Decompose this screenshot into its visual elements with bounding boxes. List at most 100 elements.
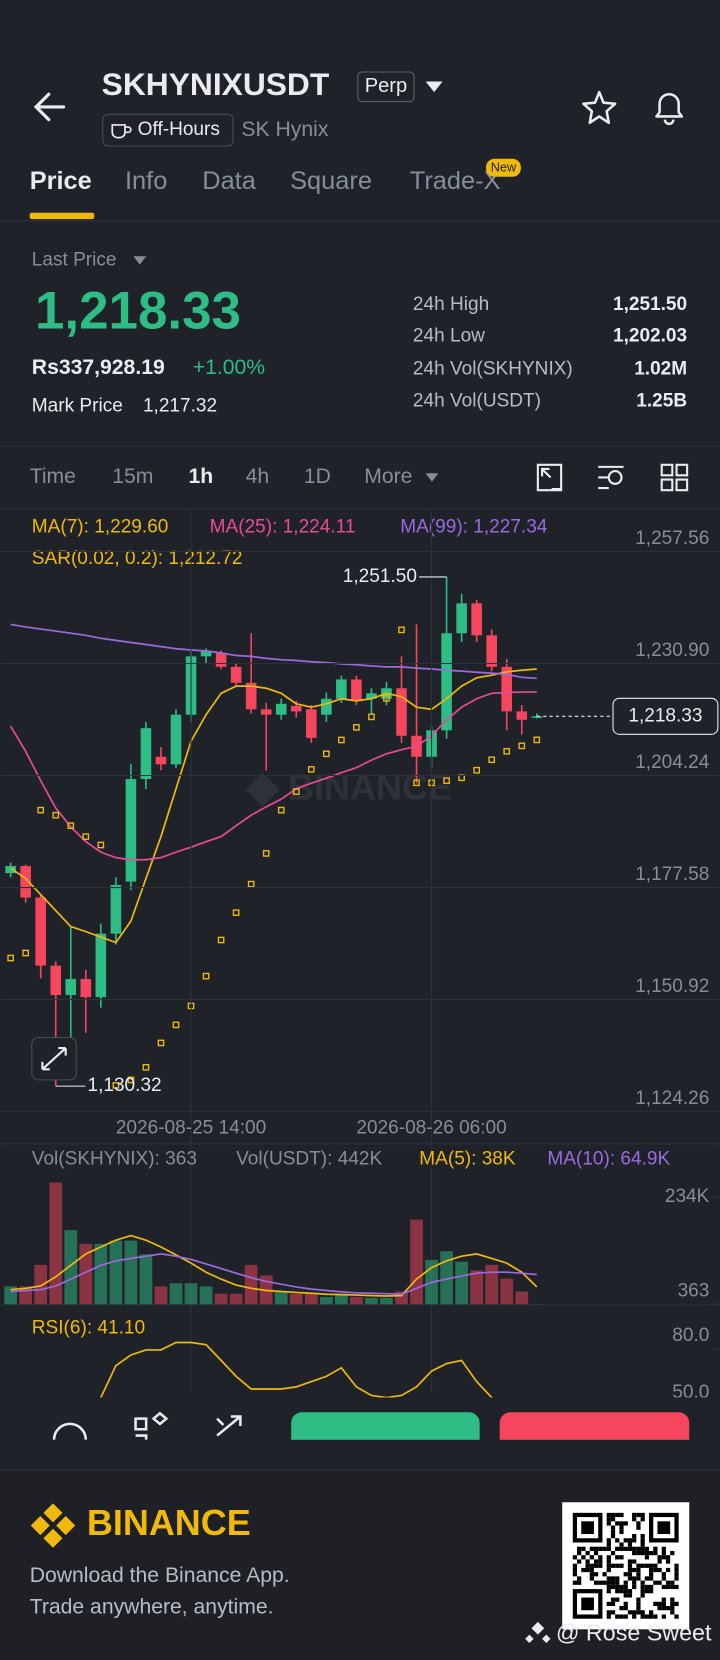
qr-module bbox=[581, 1555, 586, 1560]
interval[interactable]: 1D bbox=[304, 465, 331, 488]
qr-module bbox=[585, 1567, 590, 1573]
volume-bar bbox=[94, 1243, 108, 1305]
alert-button[interactable] bbox=[655, 92, 684, 126]
qr-module bbox=[619, 1525, 624, 1530]
tab[interactable]: Square bbox=[290, 167, 372, 195]
logo-mark bbox=[30, 1503, 76, 1548]
qr-module bbox=[653, 1563, 658, 1568]
more-button[interactable] bbox=[134, 1411, 169, 1440]
y-tick-label: 1,124.26 bbox=[635, 1088, 709, 1109]
qr-module bbox=[610, 1525, 616, 1530]
chat-button[interactable] bbox=[52, 1422, 88, 1440]
qr-module bbox=[653, 1550, 658, 1556]
perp-badge bbox=[357, 71, 415, 103]
qr-module bbox=[619, 1512, 624, 1518]
qr-module bbox=[649, 1572, 654, 1577]
favorite-button[interactable] bbox=[582, 90, 617, 125]
qr-module bbox=[606, 1584, 611, 1590]
rsi-tick-label: 80.0 bbox=[672, 1325, 709, 1346]
y-tick-label: 1,177.58 bbox=[635, 864, 709, 885]
qr-module bbox=[640, 1610, 645, 1615]
qr-module bbox=[636, 1576, 641, 1581]
tab[interactable]: Data bbox=[202, 167, 257, 195]
qr-module bbox=[665, 1580, 671, 1585]
qr-module bbox=[640, 1563, 645, 1568]
volume-bar bbox=[199, 1286, 213, 1305]
interval[interactable]: More bbox=[364, 465, 412, 488]
qr-module bbox=[627, 1542, 633, 1547]
candle-body bbox=[486, 635, 497, 667]
volume-tick-label: 363 bbox=[678, 1281, 710, 1302]
qr-module bbox=[615, 1614, 620, 1619]
toolbar-mask bbox=[0, 1439, 720, 1470]
mark-price: 1,217.32 bbox=[143, 396, 217, 417]
tab[interactable]: Price bbox=[30, 167, 92, 195]
sar-dot bbox=[383, 695, 390, 702]
qr-module bbox=[619, 1563, 624, 1568]
expand-icon bbox=[41, 1047, 67, 1071]
qr-module bbox=[632, 1610, 637, 1615]
qr-module bbox=[623, 1546, 628, 1551]
qr-module bbox=[606, 1589, 611, 1594]
interval[interactable]: 1h bbox=[188, 465, 213, 488]
rsi-legend: RSI(6): 41.10 bbox=[32, 1318, 145, 1339]
sar-dot bbox=[488, 756, 496, 764]
watermark-logo bbox=[525, 1621, 551, 1644]
interval[interactable]: 15m bbox=[112, 465, 153, 488]
fullscreen-button[interactable] bbox=[536, 463, 563, 492]
layout-button[interactable] bbox=[660, 463, 689, 492]
back-button[interactable] bbox=[33, 92, 66, 122]
author-watermark: @ Rose Sweet bbox=[556, 1620, 712, 1646]
qr-finder-core bbox=[581, 1521, 594, 1535]
qr-module bbox=[598, 1555, 603, 1560]
candle-body bbox=[471, 603, 482, 636]
qr-module bbox=[649, 1589, 654, 1594]
volume-ma-legend: MA(5): 38K bbox=[419, 1148, 516, 1169]
qr-module bbox=[623, 1606, 628, 1611]
price-type[interactable]: Last Price bbox=[32, 249, 117, 270]
tab[interactable]: Trade-X bbox=[410, 167, 501, 195]
qr-module bbox=[598, 1546, 603, 1551]
tab[interactable]: Info bbox=[125, 167, 167, 195]
qr-module bbox=[674, 1614, 679, 1619]
candle-body bbox=[35, 897, 46, 966]
interval[interactable]: 4h bbox=[246, 465, 270, 488]
qr-module bbox=[632, 1534, 637, 1539]
qr-module bbox=[661, 1606, 666, 1611]
qr-module bbox=[619, 1589, 624, 1594]
volume-bar bbox=[244, 1264, 258, 1305]
status-label: Off-Hours bbox=[138, 119, 220, 140]
candle-body bbox=[531, 716, 543, 718]
qr-module bbox=[615, 1521, 620, 1526]
qr-module bbox=[644, 1589, 650, 1594]
volume-bar bbox=[139, 1254, 153, 1305]
qr-module bbox=[674, 1601, 679, 1607]
sar-dot bbox=[97, 841, 105, 849]
price-type-dropdown[interactable] bbox=[133, 256, 147, 265]
qr-module bbox=[610, 1576, 616, 1581]
rsi-tick-label: 50.0 bbox=[672, 1382, 709, 1403]
volume-ma-line bbox=[10, 1253, 537, 1296]
tools-button[interactable] bbox=[216, 1415, 242, 1437]
qr-module bbox=[606, 1538, 611, 1543]
qr-module bbox=[632, 1580, 637, 1585]
interval[interactable]: Time bbox=[30, 465, 76, 488]
qr-module bbox=[577, 1580, 582, 1585]
qr-module bbox=[572, 1580, 578, 1585]
ma-legend: MA(99): 1,227.34 bbox=[400, 516, 548, 537]
indicator-button[interactable] bbox=[598, 465, 624, 490]
volume-bar bbox=[440, 1251, 453, 1305]
symbol-dropdown[interactable] bbox=[425, 81, 443, 93]
perp-label: Perp bbox=[365, 75, 407, 97]
qr-module bbox=[585, 1563, 590, 1568]
sar-dot bbox=[217, 936, 225, 944]
qr-module bbox=[585, 1550, 590, 1556]
qr-module bbox=[606, 1614, 611, 1619]
sar-dot bbox=[7, 954, 14, 962]
qr-module bbox=[649, 1567, 654, 1573]
more-dropdown[interactable] bbox=[425, 473, 439, 482]
qr-module bbox=[661, 1601, 666, 1607]
qr-module bbox=[606, 1610, 611, 1615]
candle-body bbox=[215, 652, 227, 667]
qr-module bbox=[610, 1601, 616, 1607]
